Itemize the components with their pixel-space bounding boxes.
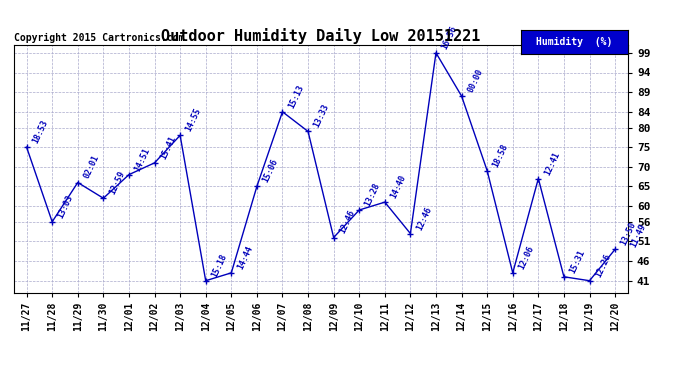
Text: 12:26: 12:26	[593, 252, 613, 279]
Text: 11:49: 11:49	[629, 222, 648, 249]
Text: 16:56: 16:56	[440, 24, 459, 51]
Text: 15:41: 15:41	[159, 134, 177, 161]
Text: 18:58: 18:58	[491, 142, 510, 168]
Text: 13:33: 13:33	[312, 103, 331, 129]
Text: Humidity  (%): Humidity (%)	[536, 37, 613, 47]
Text: 12:46: 12:46	[415, 205, 433, 231]
Text: 12:59: 12:59	[108, 170, 126, 196]
Text: 12:41: 12:41	[542, 150, 561, 176]
Text: 15:18: 15:18	[210, 252, 228, 279]
Text: 15:31: 15:31	[568, 248, 586, 274]
Text: 12:06: 12:06	[517, 244, 535, 271]
Text: 14:51: 14:51	[133, 146, 152, 172]
Text: 15:06: 15:06	[261, 158, 279, 184]
Text: 13:03: 13:03	[57, 193, 75, 220]
Text: 12:46: 12:46	[338, 209, 357, 236]
Text: 14:55: 14:55	[184, 107, 203, 133]
Text: 13:28: 13:28	[364, 182, 382, 208]
Text: 18:53: 18:53	[31, 118, 50, 145]
Text: 00:00: 00:00	[466, 68, 484, 94]
Text: 13:50: 13:50	[619, 220, 638, 247]
Text: Copyright 2015 Cartronics.com: Copyright 2015 Cartronics.com	[14, 33, 184, 42]
Title: Outdoor Humidity Daily Low 20151221: Outdoor Humidity Daily Low 20151221	[161, 28, 480, 44]
Text: 15:13: 15:13	[286, 83, 306, 110]
Text: 14:40: 14:40	[389, 174, 408, 200]
Text: 02:01: 02:01	[82, 154, 101, 180]
Text: 14:44: 14:44	[235, 244, 254, 271]
